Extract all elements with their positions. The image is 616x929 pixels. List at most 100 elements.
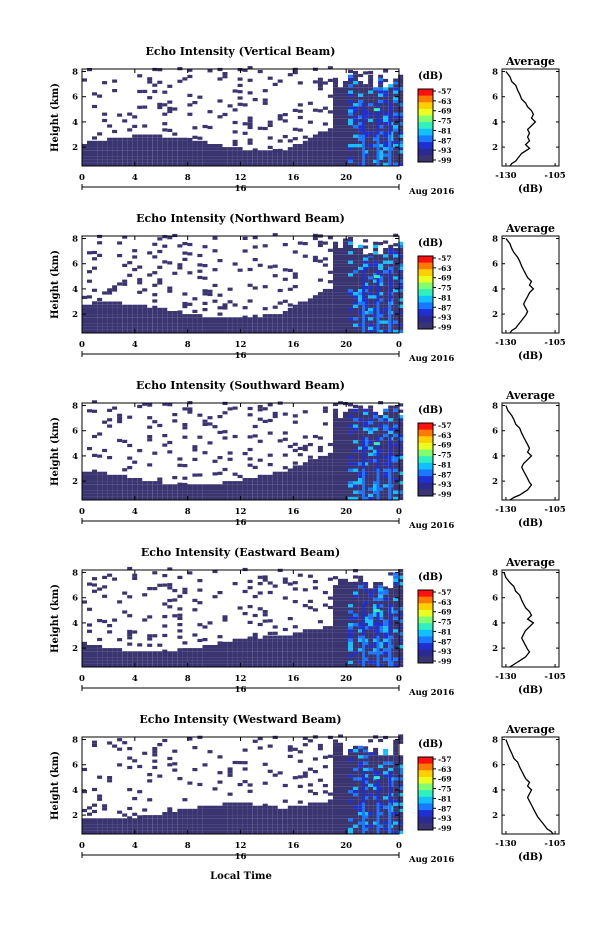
heatmap-cell — [132, 323, 138, 327]
heatmap-cell — [292, 808, 298, 812]
heatmap-cell — [302, 481, 308, 485]
heatmap-cell — [252, 660, 258, 664]
x-tick-label: 12 — [235, 674, 247, 684]
heatmap-cell — [322, 629, 328, 633]
heatmap-cell — [393, 137, 399, 141]
heatmap-cell — [92, 648, 97, 652]
heatmap-cell — [376, 437, 380, 441]
heatmap-cell — [353, 311, 358, 315]
heatmap-cell — [348, 462, 353, 466]
heatmap-cell — [363, 651, 369, 655]
heatmap-cell — [338, 771, 343, 775]
panel-0: Echo Intensity (Vertical Beam)2468Height… — [50, 45, 566, 197]
heatmap-cell — [117, 738, 123, 742]
heatmap-cell — [137, 790, 143, 794]
heatmap-cell — [388, 84, 394, 88]
heatmap-cell — [348, 651, 353, 655]
heatmap-cell — [192, 657, 198, 661]
heatmap-cell — [362, 329, 365, 334]
heatmap-cell — [358, 73, 364, 78]
heatmap-cell — [353, 641, 358, 645]
heatmap-cell — [333, 440, 338, 444]
heatmap-cell — [358, 433, 364, 438]
heatmap-cell — [302, 648, 308, 652]
heatmap-cell — [338, 128, 343, 132]
heatmap-cell — [292, 329, 298, 334]
heatmap-cell — [348, 418, 353, 422]
heatmap-cell — [152, 283, 158, 287]
heatmap-cell — [353, 112, 358, 116]
heatmap-cell — [272, 493, 278, 497]
heatmap-cell — [393, 474, 399, 478]
heatmap-cell — [378, 103, 384, 107]
heatmap-cell — [167, 153, 173, 157]
heatmap-cell — [167, 657, 173, 661]
heatmap-cell — [242, 808, 248, 812]
heatmap-cell — [348, 455, 353, 460]
heatmap-cell — [378, 459, 384, 463]
heatmap-cell — [287, 812, 293, 816]
heatmap-cell — [353, 150, 358, 154]
heatmap-cell — [272, 490, 278, 494]
heatmap-cell — [383, 103, 389, 107]
heatmap-cell — [393, 430, 399, 434]
heatmap-cell — [297, 815, 303, 819]
heatmap-cell — [277, 156, 283, 160]
heatmap-cell — [333, 594, 338, 598]
heatmap-cell — [322, 137, 328, 141]
heatmap-cell — [343, 292, 348, 296]
heatmap-cell — [322, 156, 328, 160]
heatmap-cell — [252, 815, 258, 819]
heatmap-cell — [373, 106, 379, 110]
heatmap-cell — [267, 162, 273, 167]
heatmap-cell — [362, 115, 365, 119]
heatmap-cell — [353, 585, 358, 589]
heatmap-cell — [333, 761, 338, 765]
heatmap-cell — [267, 484, 273, 488]
heatmap-cell — [353, 575, 358, 579]
heatmap-cell — [272, 487, 278, 491]
heatmap-cell — [383, 69, 389, 73]
heatmap-cell — [338, 783, 343, 787]
heatmap-cell — [362, 490, 365, 494]
heatmap-cell — [292, 468, 298, 472]
heatmap-cell — [353, 437, 358, 441]
heatmap-cell — [237, 317, 243, 321]
heatmap-cell — [368, 626, 374, 630]
heatmap-cell — [282, 320, 288, 324]
heatmap-cell — [277, 484, 283, 488]
heatmap-cell — [297, 241, 303, 245]
heatmap-cell — [157, 320, 163, 324]
heatmap-cell — [262, 818, 268, 822]
heatmap-cell — [137, 105, 143, 109]
heatmap-cell — [358, 411, 364, 415]
heatmap-cell — [376, 471, 380, 475]
heatmap-cell — [152, 493, 158, 497]
heatmap-cell — [192, 473, 198, 477]
heatmap-cell — [257, 323, 263, 327]
heatmap-cell — [368, 153, 374, 157]
heatmap-cell — [297, 812, 303, 816]
heatmap-cell — [338, 323, 343, 327]
heatmap-cell — [242, 156, 248, 160]
heatmap-cell — [252, 98, 258, 102]
heatmap-cell — [112, 304, 118, 308]
heatmap-cell — [167, 156, 173, 160]
heatmap-cell — [302, 471, 308, 475]
heatmap-cell — [376, 103, 380, 107]
heatmap-cell — [212, 821, 218, 825]
heatmap-cell — [338, 314, 343, 318]
heatmap-cell — [358, 254, 364, 258]
heatmap-cell — [307, 147, 313, 151]
heatmap-cell — [312, 462, 318, 466]
heatmap-cell — [97, 490, 103, 494]
heatmap-cell — [282, 638, 288, 642]
heatmap-cell — [87, 447, 92, 451]
heatmap-cell — [327, 654, 333, 658]
heatmap-cell — [112, 307, 118, 311]
heatmap-cell — [343, 830, 348, 835]
heatmap-cell — [307, 323, 313, 327]
heatmap-cell — [378, 616, 384, 620]
heatmap-cell — [343, 484, 348, 488]
heatmap-cell — [282, 156, 288, 160]
